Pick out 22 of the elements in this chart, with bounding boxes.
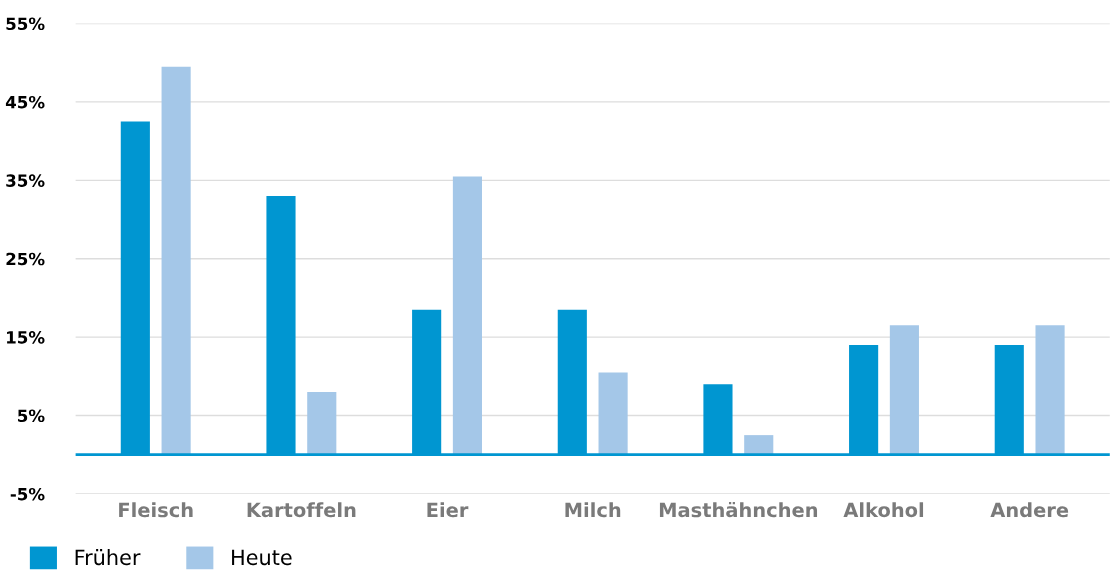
legend-label: Heute: [232, 549, 292, 566]
y-tick-label: -5%: [10, 487, 45, 501]
x-tick-label: Kartoffeln: [247, 502, 356, 518]
bar: [161, 66, 191, 455]
x-tick-label: Andere: [990, 502, 1069, 518]
y-tick-label: 35%: [6, 174, 45, 187]
y-tick-label: 55%: [6, 17, 45, 31]
y-tick-label: 45%: [5, 95, 45, 109]
x-tick-label: Alkohol: [843, 502, 924, 518]
bar: [452, 176, 482, 455]
x-tick-label: Fleisch: [119, 502, 193, 518]
x-tick-label: Masthähnchen: [659, 501, 818, 518]
bar: [307, 392, 337, 455]
y-tick-label: 5%: [18, 409, 45, 423]
y-tick-label: 25%: [6, 252, 45, 266]
bar: [1035, 325, 1065, 455]
legend-label: Früher: [75, 549, 141, 566]
x-tick-label: Milch: [565, 502, 621, 518]
bar: [889, 325, 919, 455]
bar: [598, 372, 628, 455]
x-tick-label: Eier: [427, 502, 469, 518]
y-tick-label: 15%: [7, 331, 45, 344]
